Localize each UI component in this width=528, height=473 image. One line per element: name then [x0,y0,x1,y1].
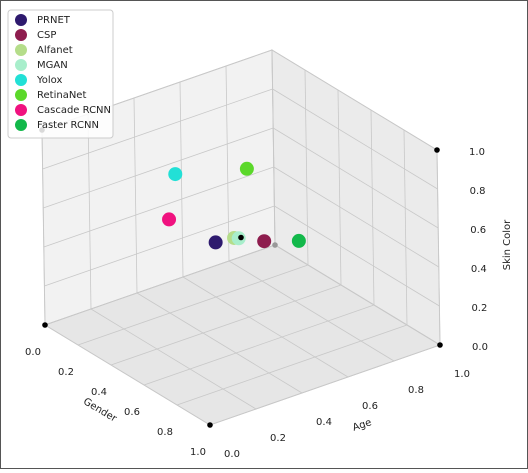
legend-label: CSP [37,30,56,41]
z-tick-label: 1.0 [469,147,485,158]
grid-line [44,205,275,287]
legend-label: Yolox [36,75,62,86]
point [238,234,244,241]
legend-marker [15,119,27,131]
grid-line [43,127,274,209]
legend-marker [15,89,27,101]
x-tick-label: 0.2 [58,367,74,378]
grid-line [274,244,441,346]
legend-label: PRNET [37,15,71,26]
grid-line [403,129,408,326]
legend-label: Faster RCNN [37,120,99,131]
grid-line [133,97,138,294]
x-tick-label: 0.4 [91,387,107,398]
grid-line [271,49,276,246]
point [208,235,223,250]
y-tick-label: 0.8 [408,385,424,396]
point [291,233,306,248]
y-tick-label: 0.4 [316,417,332,428]
grid-line [77,264,309,346]
x-tick-label: 0.0 [25,347,41,358]
z-tick-label: 0.4 [471,264,487,275]
point [239,161,254,176]
grid-line [44,324,211,426]
grid-line [136,292,303,394]
grid-line [273,166,440,268]
point [162,212,177,227]
z-tick-label: 0.8 [470,186,486,197]
grid-line [41,129,46,326]
grid-line [436,149,441,346]
grid-line [44,244,276,326]
legend-label: Alfanet [37,45,73,56]
grid-line [228,260,395,362]
legend-marker [15,104,27,116]
legend-marker [15,44,27,56]
z-axis-label: Skin Color [502,219,513,270]
grid-line [176,324,408,406]
y-tick-label: 0.6 [362,401,378,412]
grid-line [90,308,257,410]
legend-marker [15,59,27,71]
grid-line [110,284,342,366]
point [168,167,183,182]
grid-line [143,304,375,386]
x-tick-label: 0.6 [124,407,140,418]
grid-line [271,49,438,151]
grid-line [43,166,274,248]
grid-line [225,65,230,262]
grid-line [179,81,184,278]
point [257,234,272,249]
grid-line [272,88,438,190]
grid-line [272,127,439,229]
grid-line [337,89,342,286]
legend-box [7,9,114,139]
grid-line [370,109,375,306]
grid-line [209,344,441,426]
legend-marker [15,14,27,26]
grid-line [274,205,440,307]
point [434,147,440,153]
legend-label: MGAN [37,60,68,71]
grid-line [87,113,92,310]
x-tick-label: 0.8 [157,427,173,438]
grid-line [182,276,349,378]
y-tick-label: 0.0 [224,449,240,460]
y-tick-label: 0.2 [270,433,286,444]
legend-label: Cascade RCNN [37,105,111,116]
x-tick-label: 1.0 [190,447,206,458]
point [272,242,278,248]
y-tick-label: 1.0 [454,369,470,380]
z-tick-label: 0.6 [470,225,486,236]
z-tick-label: 0.2 [471,303,487,314]
point [437,342,443,348]
legend-label: RetinaNet [37,90,86,101]
z-tick-label: 0.0 [472,342,488,353]
point [42,322,48,328]
legend-marker [15,74,27,86]
grid-line [42,88,273,170]
legend-marker [15,29,27,41]
grid-line [304,69,309,266]
point [207,422,213,428]
